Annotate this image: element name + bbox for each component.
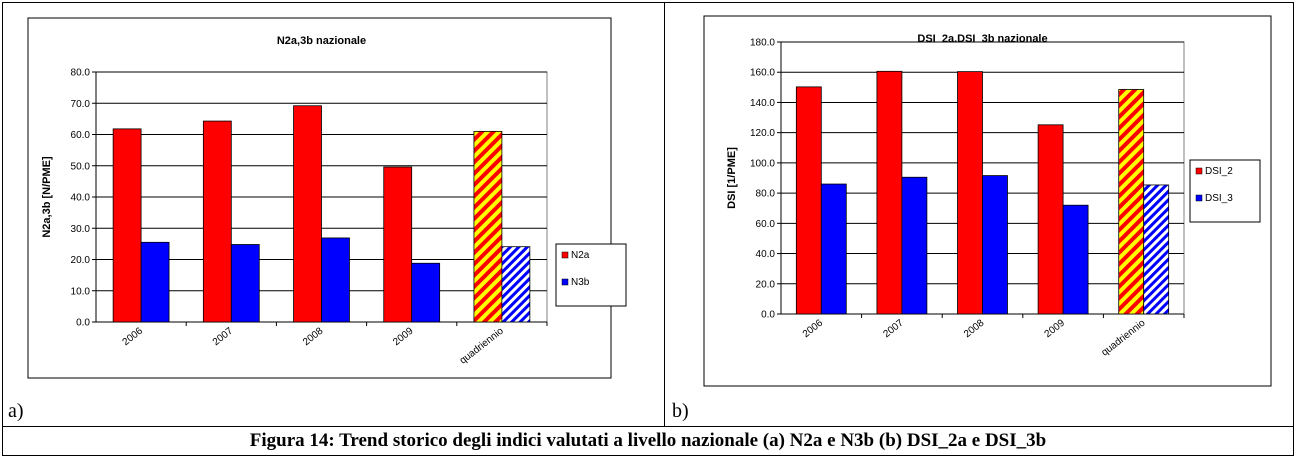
bar-n2a-quadriennio <box>473 130 503 323</box>
bar-n3b-2009 <box>411 262 441 323</box>
bar-dsi-3-2007 <box>901 176 928 315</box>
y-tick-label: 80.0 <box>71 68 91 79</box>
bar-dsi-3-2008 <box>982 175 1008 315</box>
legend-label: N3b <box>571 277 590 288</box>
y-tick-label: 20.0 <box>756 279 776 290</box>
bar-n2a-2007 <box>202 120 232 323</box>
y-tick-label: 180.0 <box>750 38 775 49</box>
bar-dsi-2-2008 <box>957 71 983 315</box>
y-tick-label: 40.0 <box>756 249 776 260</box>
bar-dsi-3-quadriennio <box>1143 184 1170 315</box>
y-tick-label: 30.0 <box>71 224 91 235</box>
y-tick-label: 60.0 <box>71 130 91 141</box>
y-axis-label: DSI [1/PME] <box>726 147 738 209</box>
bar-dsi-2-2009 <box>1037 124 1064 315</box>
y-tick-label: 20.0 <box>71 255 91 266</box>
y-tick-label: 10.0 <box>71 286 91 297</box>
legend-swatch <box>561 251 569 259</box>
bar-n2a-2008 <box>293 105 322 323</box>
y-axis-label: N2a,3b [N/PME] <box>41 156 53 238</box>
y-tick-label: 0.0 <box>761 310 775 321</box>
y-tick-label: 120.0 <box>750 128 775 139</box>
y-tick-label: 140.0 <box>750 98 775 109</box>
bar-n3b-2008 <box>321 237 350 323</box>
panel-label-b: b) <box>672 400 689 422</box>
legend-swatch <box>1195 194 1203 202</box>
chart-title: N2a,3b nazionale <box>277 35 366 47</box>
chart-n2a-n3b: N2a,3b nazionale 0.0 10.0 20.0 30.0 40.0 50.0 6… <box>27 17 627 379</box>
legend-label: N2a <box>571 250 590 261</box>
legend-swatch <box>561 278 569 286</box>
legend-label: DSI_2 <box>1205 166 1233 177</box>
chart-dsi: DSI_2a,DSI_3b nazionale0.020.040.060.080… <box>703 15 1272 387</box>
panel-label-a: a) <box>8 400 24 422</box>
bar-dsi-3-2006 <box>820 183 847 315</box>
bar-dsi-2-2006 <box>795 86 822 315</box>
y-tick-label: 160.0 <box>750 68 775 79</box>
y-tick-label: 70.0 <box>71 99 91 110</box>
bar-dsi-3-2009 <box>1062 204 1089 315</box>
caption-divider <box>2 426 1294 427</box>
bar-n3b-quadriennio <box>501 246 531 323</box>
bar-n2a-2009 <box>383 166 413 323</box>
figure-caption: Figura 14: Trend storico degli indici va… <box>249 430 1047 451</box>
panel-divider <box>664 2 665 426</box>
y-tick-label: 50.0 <box>71 161 91 172</box>
y-tick-label: 80.0 <box>756 189 776 200</box>
bar-dsi-2-quadriennio <box>1118 89 1145 315</box>
y-tick-label: 100.0 <box>750 158 775 169</box>
y-tick-label: 60.0 <box>756 219 776 230</box>
y-tick-label: 0.0 <box>76 318 90 329</box>
legend-label: DSI_3 <box>1205 193 1233 204</box>
bar-n3b-2006 <box>140 241 170 323</box>
charts-canvas: N2a,3b nazionale 0.0 10.0 20.0 30.0 40.0 50.0 6… <box>27 15 1272 387</box>
bar-n2a-2006 <box>112 128 142 323</box>
bar-n3b-2007 <box>230 244 260 323</box>
bar-dsi-2-2007 <box>876 70 903 315</box>
legend-swatch <box>1195 167 1203 175</box>
y-tick-label: 40.0 <box>71 193 91 204</box>
